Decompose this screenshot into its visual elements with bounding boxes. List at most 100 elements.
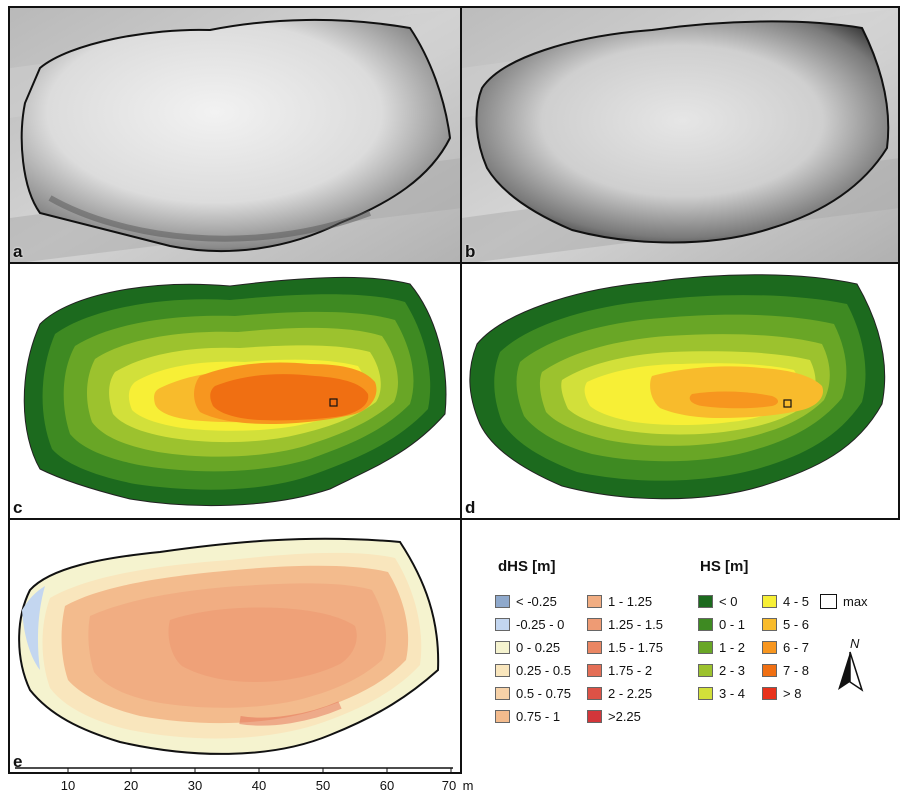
- panel-label-c: c: [13, 498, 23, 517]
- scale-unit: m: [462, 778, 474, 793]
- legend-item: 1.25 - 1.5: [587, 616, 663, 632]
- legend-label: 0.25 - 0.5: [516, 662, 571, 678]
- legend-label: 0 - 1: [719, 616, 746, 632]
- panel-e-snow-height-difference: e: [8, 518, 462, 774]
- panel-label-d: d: [465, 498, 476, 517]
- legend-label: 1.5 - 1.75: [608, 639, 663, 655]
- legend-item: 5 - 6: [762, 616, 809, 632]
- legend-item: 7 - 8: [762, 662, 809, 678]
- legend-item: < 0: [698, 593, 737, 609]
- legend-item: 0.5 - 0.75: [495, 685, 571, 701]
- legend-hs-title: HS [m]: [700, 558, 749, 575]
- legend-swatch: [698, 640, 713, 654]
- legend-max-label: max: [843, 593, 868, 609]
- legend-swatch: [587, 594, 602, 608]
- max-marker-c: [329, 398, 338, 407]
- legend-label: 4 - 5: [783, 593, 810, 609]
- scale-tick: 20: [123, 778, 139, 793]
- legend-item: 1 - 2: [698, 639, 745, 655]
- legend-swatch: [762, 617, 777, 631]
- legend-swatch: [587, 663, 602, 677]
- legend-swatch: [762, 686, 777, 700]
- legend-swatch: [762, 594, 777, 608]
- legend-label: 2 - 3: [719, 662, 746, 678]
- legend-swatch: [495, 640, 510, 654]
- legend-item: 0 - 1: [698, 616, 745, 632]
- panel-label-b: b: [465, 242, 476, 261]
- field-outline-b: [475, 20, 890, 244]
- legend-item: -0.25 - 0: [495, 616, 564, 632]
- hs-map-d: [462, 264, 898, 518]
- legend-swatch: [495, 663, 510, 677]
- legend-item: 3 - 4: [698, 685, 745, 701]
- legend-item: 1.75 - 2: [587, 662, 652, 678]
- legend-item: > 8: [762, 685, 801, 701]
- legend-label: 1 - 2: [719, 639, 746, 655]
- legend-swatch: [495, 709, 510, 723]
- legend-label: < 0: [719, 593, 738, 609]
- legend-item: 1 - 1.25: [587, 593, 652, 609]
- legend-label: 1.75 - 2: [608, 662, 653, 678]
- legend-label: > 8: [783, 685, 802, 701]
- legend-item: 6 - 7: [762, 639, 809, 655]
- legend-label: 6 - 7: [783, 639, 810, 655]
- legend-swatch: [762, 640, 777, 654]
- legend-label: < -0.25: [516, 593, 557, 609]
- legend-swatch: [698, 594, 713, 608]
- north-arrow-icon: [838, 651, 864, 692]
- hillshade-b-map: [462, 8, 898, 262]
- legend-label: -0.25 - 0: [516, 616, 565, 632]
- dhs-map-e: [10, 520, 460, 772]
- legend-max-item: max: [820, 593, 868, 609]
- legend-swatch: [698, 617, 713, 631]
- legend-item: 1.5 - 1.75: [587, 639, 663, 655]
- legend-swatch: [698, 663, 713, 677]
- legend-label: 0 - 0.25: [516, 639, 561, 655]
- panel-label-a: a: [13, 242, 23, 261]
- scale-tick: 40: [251, 778, 267, 793]
- legend-swatch: [495, 594, 510, 608]
- north-label: N: [850, 636, 860, 651]
- legend-item: 0.25 - 0.5: [495, 662, 571, 678]
- legend-swatch: [587, 617, 602, 631]
- scale-tick: 10: [60, 778, 76, 793]
- legend-item: 4 - 5: [762, 593, 809, 609]
- legend-swatch: [495, 617, 510, 631]
- hs-map-c: [10, 264, 460, 518]
- north-arrow: N: [830, 636, 870, 700]
- panel-label-e: e: [13, 752, 23, 771]
- legend-label: 1 - 1.25: [608, 593, 653, 609]
- field-outline-a: [20, 18, 452, 253]
- legend-label: 2 - 2.25: [608, 685, 653, 701]
- scale-tick: 70: [441, 778, 457, 793]
- legend-swatch: [762, 663, 777, 677]
- max-marker-d: [783, 399, 792, 408]
- legend-label: 0.5 - 0.75: [516, 685, 571, 701]
- legend-label: 3 - 4: [719, 685, 746, 701]
- hillshade-a-map: [10, 8, 460, 262]
- panel-d-snow-height: d: [460, 262, 900, 520]
- legend-item: < -0.25: [495, 593, 557, 609]
- panel-a-hillshade: a: [8, 6, 462, 264]
- legend-label: 5 - 6: [783, 616, 810, 632]
- legend-swatch: [587, 709, 602, 723]
- panel-b-hillshade: b: [460, 6, 900, 264]
- max-swatch: [820, 593, 837, 609]
- legend-dhs-title: dHS [m]: [498, 558, 556, 575]
- legend-label: 0.75 - 1: [516, 708, 561, 724]
- scale-tick: 60: [379, 778, 395, 793]
- scale-tick: 30: [187, 778, 203, 793]
- legend-item: 0.75 - 1: [495, 708, 560, 724]
- legend-label: 1.25 - 1.5: [608, 616, 663, 632]
- legend-swatch: [495, 686, 510, 700]
- legend-item: 2 - 2.25: [587, 685, 652, 701]
- legend-item: 2 - 3: [698, 662, 745, 678]
- scale-tick: 50: [315, 778, 331, 793]
- legend-swatch: [587, 640, 602, 654]
- legend-swatch: [587, 686, 602, 700]
- panel-c-snow-height: c: [8, 262, 462, 520]
- legend-item: >2.25: [587, 708, 641, 724]
- legend-swatch: [698, 686, 713, 700]
- legend-label: >2.25: [608, 708, 641, 724]
- legend-item: 0 - 0.25: [495, 639, 560, 655]
